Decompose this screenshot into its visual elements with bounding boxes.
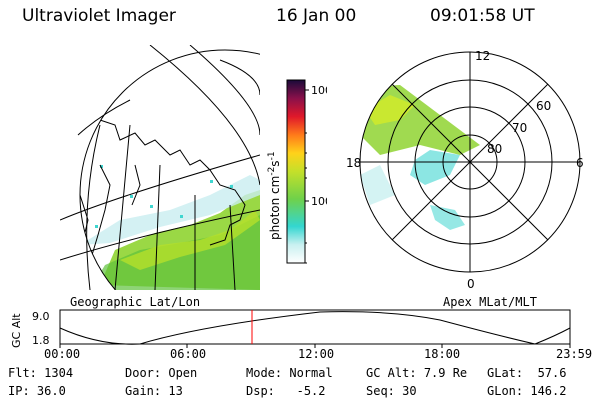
aurora-emission [80,175,260,290]
status-ip: IP: 36.0 [8,384,66,398]
polar-plot: 12 18 6 0 60 70 80 [346,49,584,291]
colorbar-tick-1000: 1000 [311,84,327,97]
status-dsp: Dsp: -5.2 [246,384,326,398]
colorbar: 1000 100 photon cm-2s-1 [267,79,327,264]
altitude-ytick-top: 9.0 [32,310,50,323]
date-label: 16 Jan 00 [276,6,357,26]
instrument-title: Ultraviolet Imager [22,6,176,26]
status-glon: GLon: 146.2 [487,384,567,398]
mlt-label-12: 12 [475,49,490,63]
status-gcalt: GC Alt: 7.9 Re [366,366,468,380]
status-seq: Seq: 30 [366,384,417,398]
status-gain: Gain: 13 [125,384,183,398]
altitude-ylabel: GC Alt [10,313,23,348]
mlat-label-70: 70 [512,121,527,135]
xtick-1200: 12:00 [298,347,335,361]
colorbar-tick-100: 100 [311,195,327,208]
altitude-plot: GC Alt 9.0 1.8 [10,309,571,348]
geographic-map [60,45,260,290]
xtick-1800: 18:00 [424,347,461,361]
status-door: Door: Open [125,366,198,380]
status-glat: GLat: 57.6 [487,366,567,380]
altitude-ytick-bottom: 1.8 [32,334,50,347]
mlat-label-60: 60 [536,99,551,113]
apex-label: Apex MLat/MLT [443,295,537,309]
mlt-label-18: 18 [346,156,361,170]
mlt-label-6: 6 [576,156,584,170]
polar-aurora [360,85,480,230]
time-label: 09:01:58 UT [430,6,535,26]
xtick-0000: 00:00 [44,347,81,361]
status-mode: Mode: Normal [246,366,333,380]
mlt-label-0: 0 [467,277,475,291]
colorbar-label: photon cm-2s-1 [267,151,282,240]
xtick-2359: 23:59 [556,347,593,361]
status-flt: Flt: 1304 [8,366,74,380]
geographic-label: Geographic Lat/Lon [70,295,201,309]
mlat-label-80: 80 [487,142,502,156]
xtick-0600: 06:00 [170,347,207,361]
